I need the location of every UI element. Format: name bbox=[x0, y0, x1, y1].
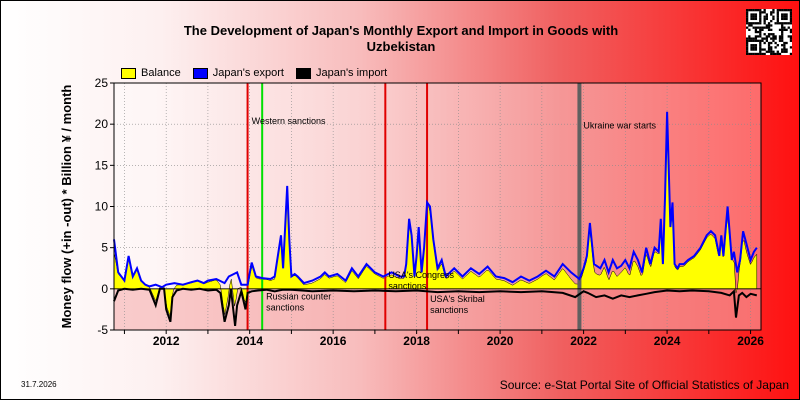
chart-title-line2: Uzbekistan bbox=[366, 39, 436, 54]
x-tick-label: 2022 bbox=[570, 334, 597, 348]
legend-swatch-balance bbox=[121, 67, 136, 79]
event-label: sanctions bbox=[430, 305, 469, 315]
x-tick-label: 2020 bbox=[487, 334, 514, 348]
y-tick-label: 0 bbox=[101, 282, 108, 296]
x-tick-label: 2018 bbox=[403, 334, 430, 348]
event-label: Ukraine war starts bbox=[583, 120, 656, 130]
x-tick-label: 2024 bbox=[654, 334, 681, 348]
chart-legend: Balance Japan's export Japan's import bbox=[121, 64, 399, 82]
legend-label-export: Japan's export bbox=[212, 67, 284, 79]
y-tick-label: 15 bbox=[95, 158, 109, 172]
legend-label-import: Japan's import bbox=[315, 67, 388, 79]
annotation-label: Western sanctions bbox=[252, 116, 326, 126]
x-tick-label: 2026 bbox=[737, 334, 764, 348]
y-tick-label: 20 bbox=[95, 117, 109, 131]
event-label: Russian counter bbox=[266, 292, 331, 302]
series-export-line bbox=[113, 111, 758, 289]
event-label: sanctions bbox=[266, 303, 305, 313]
event-label: sanctions bbox=[388, 281, 427, 291]
y-tick-label: 25 bbox=[95, 76, 109, 90]
y-axis-label: Money flow (+in -out) * Billion ¥ / mont… bbox=[59, 85, 74, 329]
series-import-line bbox=[113, 287, 758, 327]
source-note: Source: e-Stat Portal Site of Official S… bbox=[499, 378, 789, 392]
chart-title: The Development of Japan's Monthly Expor… bbox=[183, 23, 619, 38]
legend-swatch-export bbox=[192, 67, 208, 79]
x-tick-label: 2016 bbox=[320, 334, 347, 348]
y-tick-label: 5 bbox=[101, 241, 108, 255]
y-tick-label: 10 bbox=[95, 200, 109, 214]
legend-item-balance: Balance bbox=[121, 67, 181, 79]
x-tick-label: 2012 bbox=[153, 334, 180, 348]
qr-code-icon bbox=[746, 9, 793, 56]
legend-item-import: Japan's import bbox=[295, 67, 388, 79]
legend-label-balance: Balance bbox=[141, 67, 181, 79]
legend-item-export: Japan's export bbox=[192, 67, 284, 79]
x-tick-label: 2014 bbox=[236, 334, 263, 348]
y-tick-label: -5 bbox=[97, 323, 108, 337]
event-label: USA's Congress bbox=[388, 270, 454, 280]
event-label: USA's Skribal bbox=[430, 294, 485, 304]
date-stamp: 31.7.2026 bbox=[21, 380, 57, 389]
legend-swatch-import bbox=[295, 67, 311, 79]
